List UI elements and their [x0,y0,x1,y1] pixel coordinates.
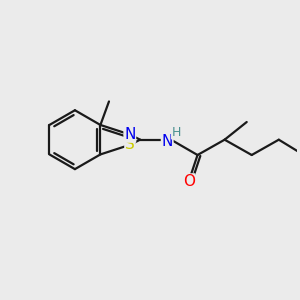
Text: N: N [161,134,173,149]
Text: N: N [124,127,136,142]
Text: S: S [125,137,135,152]
Text: H: H [172,126,181,139]
Text: O: O [183,174,195,189]
